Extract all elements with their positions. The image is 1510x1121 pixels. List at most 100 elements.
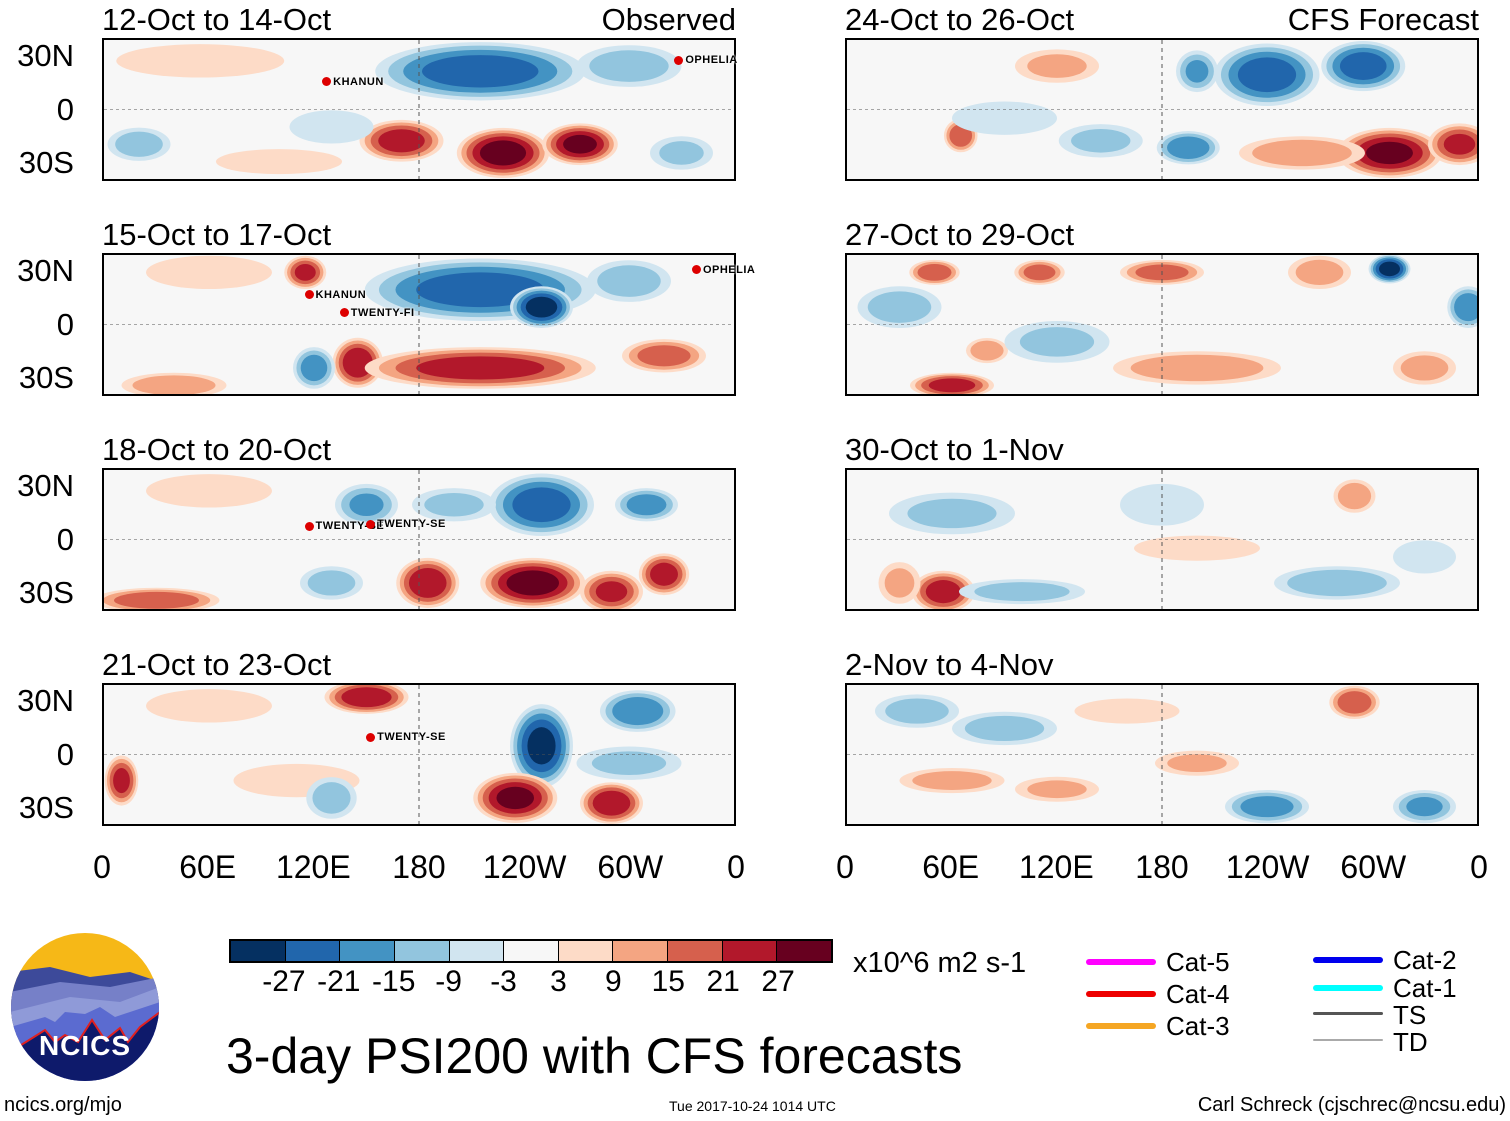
- latitude-label: 30S: [18, 360, 74, 396]
- negative-anomaly-contour: [589, 50, 669, 82]
- positive-anomaly-contour: [1027, 780, 1087, 799]
- map-panel: [845, 683, 1479, 826]
- legend-line-td: [1313, 1039, 1383, 1041]
- storm-marker-icon: [304, 521, 314, 531]
- negative-anomaly-contour: [1240, 796, 1294, 818]
- positive-anomaly-contour: [1443, 133, 1476, 155]
- storm-name: TWENTY-FI: [350, 306, 415, 319]
- negative-anomaly-contour: [1393, 540, 1456, 574]
- figure-title: 3-day PSI200 with CFS forecasts: [226, 1028, 963, 1084]
- negative-anomaly-contour: [952, 101, 1057, 135]
- negative-anomaly-contour: [1287, 569, 1387, 597]
- colorbar-swatch: [231, 941, 286, 961]
- legend-label: Cat-1: [1393, 973, 1457, 1003]
- latitude-label: 0: [56, 306, 74, 342]
- storm-marker-icon: [322, 77, 332, 87]
- colorbar-label: 9: [605, 965, 622, 998]
- positive-anomaly-contour: [146, 474, 272, 508]
- legend-label: TS: [1393, 1000, 1427, 1030]
- panel-tag: CFS Forecast: [1287, 2, 1479, 37]
- longitude-label: 0: [1470, 849, 1488, 885]
- negative-anomaly-contour: [964, 715, 1045, 742]
- positive-anomaly-contour: [592, 790, 631, 816]
- storm-track-label: OPHELIA: [691, 264, 755, 276]
- negative-anomaly-contour: [1379, 261, 1400, 277]
- positive-anomaly-contour: [146, 689, 272, 723]
- positive-anomaly-contour: [650, 562, 678, 586]
- storm-marker-icon: [366, 519, 376, 529]
- negative-anomaly-contour: [307, 570, 356, 596]
- colorbar-label: 21: [706, 965, 740, 998]
- colorbar-swatch: [340, 941, 395, 961]
- longitude-label: 60E: [179, 849, 237, 885]
- negative-anomaly-contour: [974, 582, 1070, 602]
- latitude-label: 30S: [18, 790, 74, 826]
- map-panel: [102, 468, 736, 611]
- negative-anomaly-contour: [349, 493, 384, 517]
- colorbar-swatch: [558, 941, 614, 961]
- positive-anomaly-contour: [113, 768, 130, 794]
- colorbar-label: -27: [262, 965, 306, 998]
- positive-anomaly-contour: [1337, 691, 1372, 714]
- positive-anomaly-contour: [917, 263, 952, 281]
- colorbar-swatch: [504, 941, 559, 961]
- negative-anomaly-contour: [512, 487, 571, 523]
- map-panel: [845, 38, 1479, 181]
- negative-anomaly-contour: [885, 698, 949, 724]
- storm-name: TWENTY-SE: [377, 731, 446, 744]
- legend-line-cat-4: [1086, 991, 1156, 997]
- latitude-label: 30N: [17, 467, 74, 503]
- storm-name: KHANUN: [315, 288, 367, 301]
- legend-label: TD: [1393, 1027, 1428, 1057]
- legend-line-cat-5: [1086, 959, 1156, 965]
- storm-marker-icon: [691, 265, 701, 275]
- longitude-label: 180: [392, 849, 446, 885]
- negative-anomaly-contour: [612, 697, 664, 726]
- colorbar-label: 3: [550, 965, 567, 998]
- map-panel: [845, 253, 1479, 396]
- positive-anomaly-contour: [912, 771, 992, 791]
- negative-anomaly-contour: [289, 110, 374, 144]
- colorbar-label: -3: [490, 965, 517, 998]
- negative-anomaly-contour: [525, 296, 558, 318]
- storm-track-label: OPHELIA: [674, 54, 737, 66]
- colorbar-swatch: [613, 941, 669, 961]
- longitude-label: 120E: [275, 849, 351, 885]
- storm-marker-icon: [339, 308, 349, 318]
- storm-track-label: TWENTY-SE: [366, 518, 446, 530]
- positive-anomaly-contour: [884, 568, 915, 598]
- positive-anomaly-contour: [970, 340, 1004, 361]
- negative-anomaly-contour: [1019, 327, 1095, 357]
- negative-anomaly-contour: [626, 494, 667, 516]
- positive-anomaly-contour: [416, 356, 545, 380]
- panel-title: 12-Oct to 14-Oct: [102, 2, 332, 37]
- site-url[interactable]: ncics.org/mjo: [4, 1094, 122, 1116]
- positive-anomaly-contour: [1074, 698, 1180, 724]
- storm-name: OPHELIA: [685, 54, 738, 67]
- negative-anomaly-contour: [424, 492, 484, 517]
- negative-anomaly-contour: [1071, 128, 1131, 153]
- colorbar-swatch: [449, 941, 505, 961]
- positive-anomaly-contour: [496, 786, 535, 810]
- legend-line-cat-3: [1086, 1023, 1156, 1029]
- colorbar-swatch: [394, 941, 450, 961]
- positive-anomaly-contour: [216, 149, 342, 175]
- colorbar-units: x10^6 m2 s-1: [853, 947, 1027, 979]
- colorbar-label: -15: [372, 965, 416, 998]
- colorbar-label: 27: [761, 965, 795, 998]
- storm-name: KHANUN: [333, 75, 384, 88]
- positive-anomaly-contour: [1295, 259, 1344, 285]
- positive-anomaly-contour: [1027, 54, 1087, 78]
- longitude-label: 120W: [1225, 849, 1310, 885]
- positive-anomaly-contour: [506, 570, 559, 596]
- colorbar-swatch: [722, 941, 778, 961]
- map-panel: [845, 468, 1479, 611]
- negative-anomaly-contour: [591, 751, 667, 775]
- latitude-label: 0: [56, 521, 74, 557]
- positive-anomaly-contour: [1366, 141, 1413, 165]
- negative-anomaly-contour: [422, 55, 539, 88]
- negative-anomaly-contour: [1185, 59, 1209, 83]
- longitude-label: 0: [727, 849, 745, 885]
- storm-track-label: TWENTY-SE: [366, 731, 446, 743]
